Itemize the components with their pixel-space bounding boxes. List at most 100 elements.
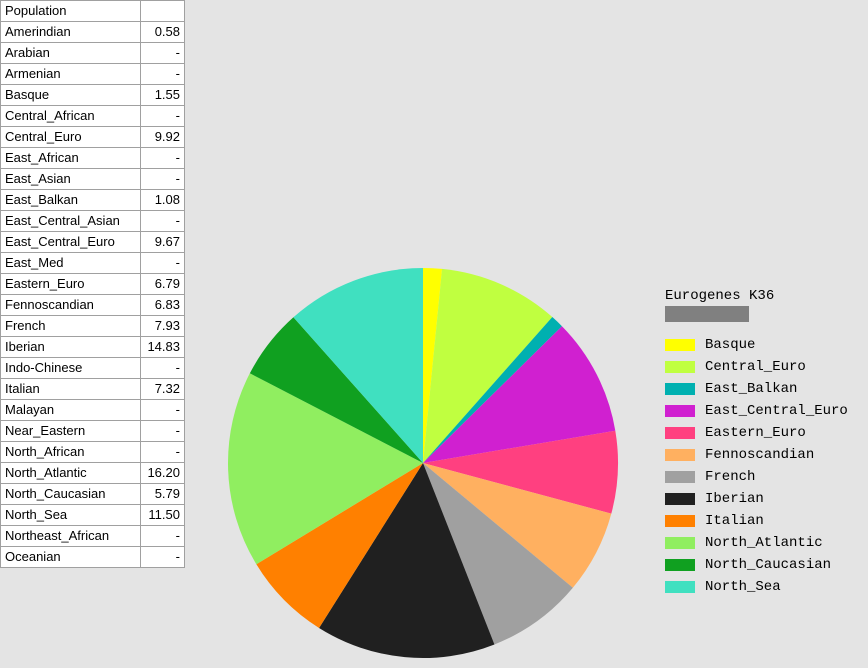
table-row-value: 6.79 [141, 274, 185, 295]
table-row-value: 6.83 [141, 295, 185, 316]
table-row-value: - [141, 547, 185, 568]
table-row-value: - [141, 64, 185, 85]
table-row-label: Armenian [1, 64, 141, 85]
table-row-label: Iberian [1, 337, 141, 358]
table-row-label: Indo-Chinese [1, 358, 141, 379]
table-row-value: - [141, 43, 185, 64]
table-row-label: North_African [1, 442, 141, 463]
legend-item: North_Sea [665, 576, 848, 598]
legend-title: Eurogenes K36 [665, 288, 774, 304]
table-row: Basque1.55 [1, 85, 185, 106]
table-row: Near_Eastern- [1, 421, 185, 442]
legend-swatch [665, 339, 695, 351]
table-row: Amerindian0.58 [1, 22, 185, 43]
table-row-value: 11.50 [141, 505, 185, 526]
legend-swatch [665, 449, 695, 461]
table-row-label: East_African [1, 148, 141, 169]
table-row-value: 7.32 [141, 379, 185, 400]
table-row: Malayan- [1, 400, 185, 421]
table-row: Indo-Chinese- [1, 358, 185, 379]
table-row: Italian7.32 [1, 379, 185, 400]
table-row-label: Central_African [1, 106, 141, 127]
table-row: Eastern_Euro6.79 [1, 274, 185, 295]
table-row: Iberian14.83 [1, 337, 185, 358]
table-row-label: North_Sea [1, 505, 141, 526]
table-row-label: Central_Euro [1, 127, 141, 148]
legend-label: Eastern_Euro [705, 425, 806, 441]
table-row-label: Northeast_African [1, 526, 141, 547]
table-row-value: 0.58 [141, 22, 185, 43]
table-row-value: 1.08 [141, 190, 185, 211]
table-row-value: 9.67 [141, 232, 185, 253]
table-header-value [141, 1, 185, 22]
legend-label: Italian [705, 513, 764, 529]
table-row: North_Sea11.50 [1, 505, 185, 526]
table-row-value: 5.79 [141, 484, 185, 505]
legend-item: East_Balkan [665, 378, 848, 400]
table-row: North_Caucasian5.79 [1, 484, 185, 505]
legend-item: Eastern_Euro [665, 422, 848, 444]
table-row: East_Med- [1, 253, 185, 274]
table-row: French7.93 [1, 316, 185, 337]
table-row-label: Eastern_Euro [1, 274, 141, 295]
legend-item: Italian [665, 510, 848, 532]
legend: Eurogenes K36 Basque Central_Euro East_Bal… [665, 288, 848, 598]
table-row-label: East_Central_Euro [1, 232, 141, 253]
table-row-label: Near_Eastern [1, 421, 141, 442]
table-row-label: Amerindian [1, 22, 141, 43]
legend-item: Central_Euro [665, 356, 848, 378]
legend-swatch [665, 559, 695, 571]
legend-swatch [665, 361, 695, 373]
table-row-label: East_Balkan [1, 190, 141, 211]
table-row-label: North_Caucasian [1, 484, 141, 505]
table-row-value: - [141, 169, 185, 190]
table-row-value: 16.20 [141, 463, 185, 484]
table-row-value: - [141, 106, 185, 127]
table-row-label: East_Asian [1, 169, 141, 190]
legend-item: East_Central_Euro [665, 400, 848, 422]
legend-label: Fennoscandian [705, 447, 814, 463]
table-row-label: Oceanian [1, 547, 141, 568]
legend-item: Basque [665, 334, 848, 356]
table-row-value: 7.93 [141, 316, 185, 337]
table-row-value: - [141, 211, 185, 232]
legend-label: Basque [705, 337, 755, 353]
table-row-value: - [141, 148, 185, 169]
legend-item: North_Atlantic [665, 532, 848, 554]
table-row: East_Central_Asian- [1, 211, 185, 232]
legend-item: Fennoscandian [665, 444, 848, 466]
legend-item: North_Caucasian [665, 554, 848, 576]
table-row-label: Arabian [1, 43, 141, 64]
table-row: Armenian- [1, 64, 185, 85]
table-row-label: North_Atlantic [1, 463, 141, 484]
legend-label: East_Balkan [705, 381, 797, 397]
table-row-label: Malayan [1, 400, 141, 421]
table-row: East_African- [1, 148, 185, 169]
legend-label: French [705, 469, 755, 485]
table-row: North_Atlantic16.20 [1, 463, 185, 484]
legend-swatch [665, 471, 695, 483]
table-row: Fennoscandian6.83 [1, 295, 185, 316]
legend-swatch [665, 537, 695, 549]
legend-item: French [665, 466, 848, 488]
table-row-value: 9.92 [141, 127, 185, 148]
table-row: Central_Euro9.92 [1, 127, 185, 148]
legend-label: Iberian [705, 491, 764, 507]
table-row-value: - [141, 421, 185, 442]
legend-title-bar [665, 306, 749, 322]
legend-title-row: Eurogenes K36 [665, 288, 848, 322]
population-table-container: Population Amerindian0.58Arabian-Armenia… [0, 0, 185, 568]
legend-swatch [665, 581, 695, 593]
table-header-label: Population [1, 1, 141, 22]
table-row-label: Italian [1, 379, 141, 400]
table-row-value: - [141, 526, 185, 547]
legend-swatch [665, 405, 695, 417]
table-row: East_Central_Euro9.67 [1, 232, 185, 253]
table-row: Northeast_African- [1, 526, 185, 547]
table-row-value: - [141, 400, 185, 421]
table-row-value: 1.55 [141, 85, 185, 106]
table-row-value: - [141, 253, 185, 274]
table-row: East_Asian- [1, 169, 185, 190]
legend-label: East_Central_Euro [705, 403, 848, 419]
table-row: Arabian- [1, 43, 185, 64]
